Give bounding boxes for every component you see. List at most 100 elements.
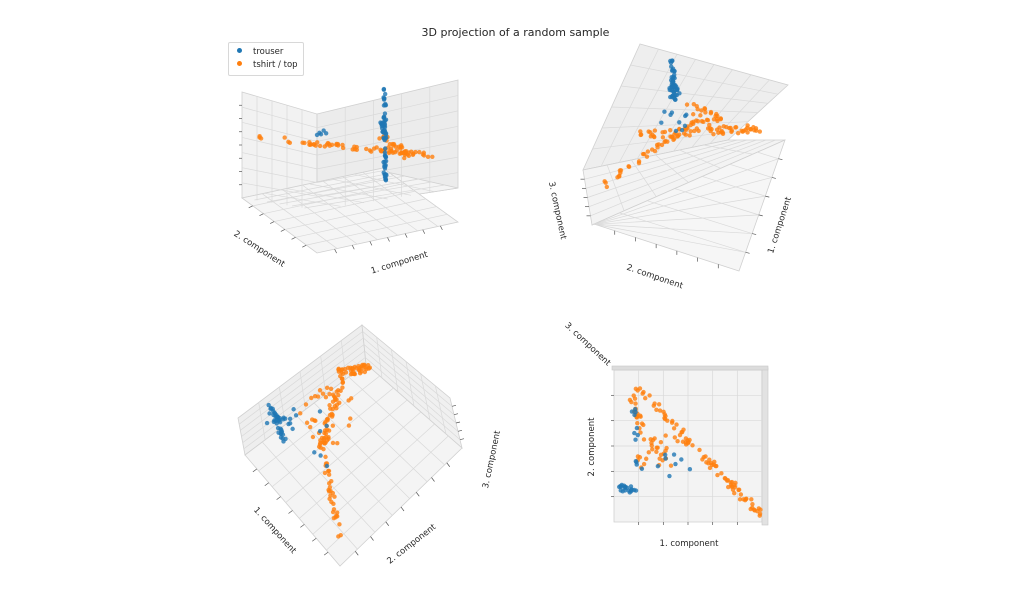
subplot4-point-tshirt	[697, 447, 702, 453]
subplot4-xlabel: 1. component	[660, 539, 720, 549]
subplot3-point-tshirt	[322, 470, 328, 476]
subplot3-floor-grid	[312, 423, 435, 535]
legend-item-trouser: trouser	[237, 47, 283, 57]
subplot2-point-tshirt	[735, 131, 741, 136]
subplot2-point-tshirt	[645, 149, 651, 154]
chart-title: 3D projection of a random sample	[421, 26, 610, 39]
subplot1-point-tshirt	[389, 149, 394, 154]
subplot2-floor-grid	[729, 163, 772, 178]
subplot4-point-trouser	[667, 473, 672, 479]
legend-label-tshirt: tshirt / top	[253, 60, 298, 70]
subplot2-xticks	[771, 177, 776, 179]
subplot4-point-trouser	[632, 430, 637, 436]
subplot1-bottom-grid	[263, 183, 405, 215]
subplot1-point-tshirt	[369, 149, 374, 154]
subplot4-point-trouser	[671, 452, 677, 457]
subplot2-point-trouser	[671, 90, 677, 95]
subplot2-pane-back-grid	[601, 121, 749, 129]
subplot1-pane-right-grid	[316, 110, 459, 142]
subplot1-yticks	[291, 236, 296, 240]
subplot1-xticks	[404, 233, 408, 238]
subplot1-point-trouser	[382, 111, 388, 116]
data-points	[257, 58, 763, 539]
subplot1-bottom-grid	[306, 213, 448, 246]
subplot3-point-trouser	[287, 421, 293, 426]
subplot2-point-trouser	[673, 97, 678, 102]
subplot4-point-trouser	[655, 463, 661, 469]
subplot2-ylabel: 2. component	[625, 263, 685, 292]
subplot2-point-tshirt	[733, 125, 739, 130]
subplot3-point-trouser	[324, 463, 330, 469]
subplot2-point-tshirt	[618, 168, 624, 173]
subplot3-point-trouser	[287, 416, 293, 422]
subplot1-point-trouser	[314, 132, 320, 138]
subplot3-xticks	[252, 468, 258, 473]
subplot1-yticks	[269, 221, 275, 224]
subplot3-pane-back-grid	[320, 355, 327, 395]
subplot1-point-tshirt	[403, 148, 409, 154]
subplot3-point-trouser	[275, 425, 281, 431]
subplot2-point-tshirt	[668, 127, 673, 133]
subplot2-point-trouser	[679, 127, 685, 133]
subplot1-point-trouser	[381, 96, 387, 101]
subplot2-point-tshirt	[720, 130, 725, 135]
subplot2-pane-side-grid	[703, 144, 753, 155]
subplot4-point-tshirt	[733, 480, 738, 486]
subplot3-point-tshirt	[309, 395, 314, 401]
subplot1-bottom-grid	[252, 175, 394, 207]
legend-marker-trouser	[237, 48, 242, 53]
subplot3-floor-grid	[348, 376, 445, 466]
subplot4-point-trouser	[663, 456, 668, 461]
subplot2-pane-back-grid	[611, 106, 759, 113]
subplot1-point-tshirt	[402, 155, 407, 161]
subplot2-point-tshirt	[743, 127, 748, 132]
subplot3-floor-grid	[271, 387, 394, 487]
subplot1-point-tshirt	[322, 144, 327, 149]
legend-label-trouser: trouser	[253, 47, 284, 57]
subplot2-point-tshirt	[648, 134, 654, 139]
subplot4-point-tshirt	[732, 491, 737, 496]
subplot3-point-tshirt	[323, 435, 329, 440]
subplot4-point-tshirt	[639, 421, 645, 426]
subplot4-point-tshirt	[650, 447, 655, 452]
subplot2-point-trouser	[682, 123, 688, 129]
subplot2-point-tshirt	[652, 128, 658, 133]
subplot1-point-tshirt	[307, 142, 312, 147]
subplot2-point-trouser	[672, 72, 677, 77]
subplot1-yticks	[248, 205, 253, 209]
subplot2-point-trouser	[674, 87, 680, 93]
subplot3-xlabel: 1. component	[251, 505, 298, 556]
subplot2-point-tshirt	[660, 130, 665, 135]
subplot1-yticks	[259, 213, 264, 217]
subplot4-ylabel: 2. component	[587, 417, 597, 477]
subplot3-point-tshirt	[327, 403, 332, 408]
subplot4-point-tshirt	[675, 439, 680, 444]
subplot3-point-trouser	[290, 426, 295, 432]
subplot2-point-tshirt	[638, 129, 643, 134]
subplot3-pane-side-grid	[365, 357, 461, 440]
subplot1-bottom-grid	[284, 198, 426, 230]
subplot2-point-tshirt	[616, 174, 622, 179]
subplot4-point-trouser	[635, 432, 640, 438]
subplot4-point-tshirt	[671, 426, 677, 431]
subplot2-pane-side-grid	[631, 159, 657, 197]
subplot3-zticks	[453, 413, 459, 416]
subplot3-point-tshirt	[328, 488, 333, 494]
subplot2-xlabel: 1. component	[766, 195, 794, 255]
subplot4-point-tshirt	[663, 433, 668, 438]
subplot3-yticks	[385, 521, 390, 526]
subplot4-point-tshirt	[629, 399, 634, 405]
subplot4-point-tshirt	[672, 435, 678, 440]
subplot2-point-tshirt	[696, 128, 701, 134]
subplot3-point-tshirt	[348, 396, 354, 401]
subplot3-point-tshirt	[303, 402, 309, 407]
subplot4-point-tshirt	[640, 391, 645, 396]
subplot4-point-trouser	[634, 425, 640, 431]
subplot3-point-tshirt	[326, 468, 332, 474]
subplot1-point-tshirt	[410, 152, 416, 158]
subplot1-pane-floor-grid	[254, 172, 392, 201]
subplot4-point-trouser	[687, 467, 693, 472]
subplot4-point-tshirt	[726, 484, 731, 490]
subplot1-bottom-grid	[322, 180, 398, 236]
